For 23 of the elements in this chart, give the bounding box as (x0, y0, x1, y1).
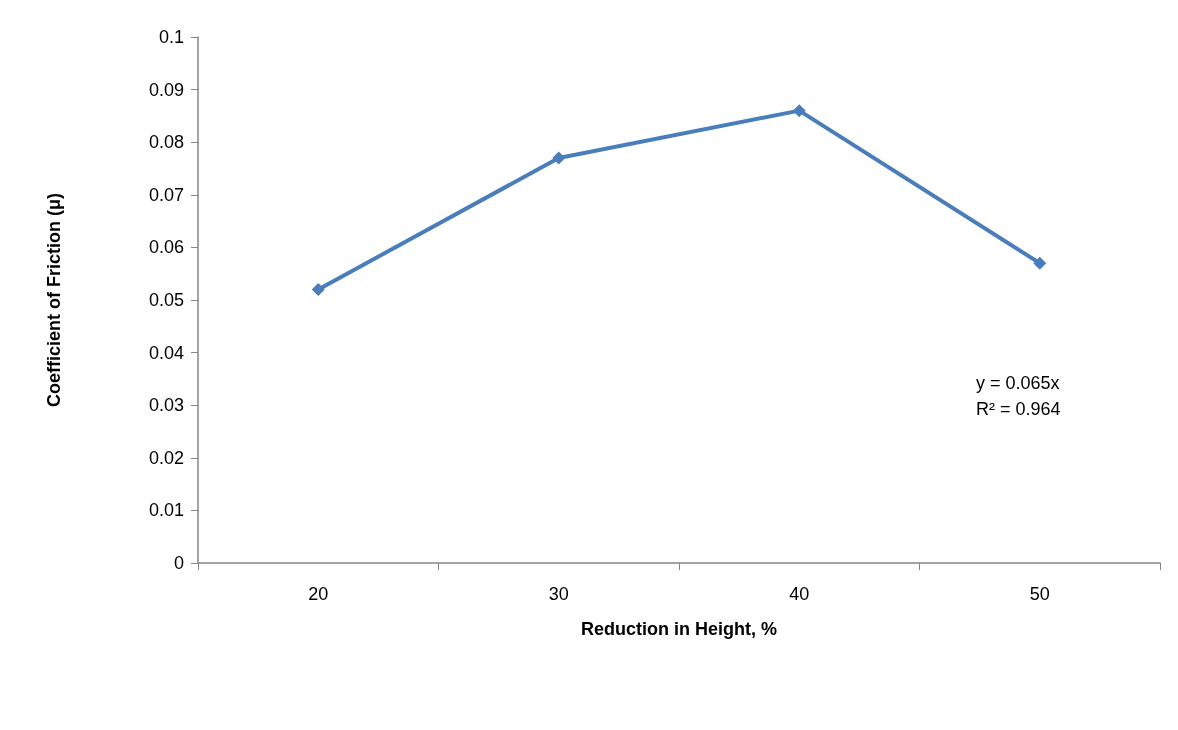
annotation: R² = 0.964 (976, 399, 1061, 419)
point (311, 282, 325, 296)
annotation: y = 0.065x (976, 373, 1060, 393)
y-tick-label: 0.05 (148, 290, 184, 310)
y-tick-label: 0.02 (148, 447, 184, 468)
y-tick-label: 0.06 (148, 237, 184, 258)
x-axis-title: Reduction in Height, % (581, 619, 777, 639)
x-tick-label: 30 (548, 584, 569, 604)
point (1033, 256, 1047, 270)
y-tick-label: 0 (173, 553, 184, 573)
x-tick-label: 40 (789, 584, 810, 604)
x-tick-label: 20 (308, 584, 329, 604)
y-tick-label: 0.08 (148, 132, 184, 153)
y-tick-label: 0.04 (148, 342, 184, 363)
y-tick-label: 0.09 (148, 79, 184, 100)
y-axis-title: Coefficient of Friction (μ) (44, 193, 64, 407)
point (552, 151, 566, 165)
x-tick-label: 50 (1029, 584, 1050, 604)
y-tick-label: 0.1 (158, 27, 184, 47)
y-tick-label: 0.07 (148, 184, 184, 205)
y-tick-label: 0.01 (148, 500, 184, 521)
point (792, 104, 806, 118)
y-tick-label: 0.03 (148, 395, 184, 416)
